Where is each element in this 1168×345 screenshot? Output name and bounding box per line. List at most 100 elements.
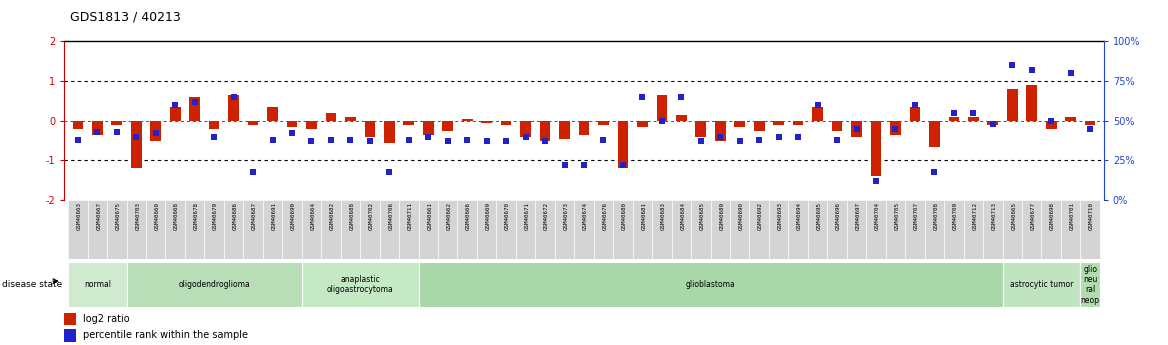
Bar — [983, 200, 1002, 259]
Text: GSM40690: GSM40690 — [738, 202, 744, 230]
Point — [127, 134, 146, 139]
Bar — [341, 200, 360, 259]
Text: GSM40693: GSM40693 — [778, 202, 783, 230]
Point — [496, 139, 515, 144]
Bar — [126, 200, 146, 259]
Text: GSM40692: GSM40692 — [758, 202, 763, 230]
Bar — [769, 200, 788, 259]
Text: GSM40678: GSM40678 — [194, 202, 199, 230]
Text: GSM40706: GSM40706 — [388, 202, 394, 230]
Point — [478, 139, 496, 144]
Bar — [735, 121, 745, 127]
Point — [107, 129, 126, 135]
Text: GSM40687: GSM40687 — [252, 202, 257, 230]
Bar — [301, 200, 321, 259]
Text: GSM40713: GSM40713 — [992, 202, 996, 230]
Bar — [618, 121, 628, 168]
Text: anaplastic
oligoastrocytoma: anaplastic oligoastrocytoma — [327, 275, 394, 294]
Text: GSM40710: GSM40710 — [1089, 202, 1094, 230]
FancyBboxPatch shape — [418, 262, 1002, 307]
Bar — [905, 200, 925, 259]
Bar — [925, 200, 944, 259]
Point — [303, 139, 321, 144]
Point — [633, 94, 652, 100]
Text: GSM40681: GSM40681 — [641, 202, 646, 230]
Text: GSM40685: GSM40685 — [700, 202, 704, 230]
Bar — [753, 121, 765, 131]
Text: GSM40675: GSM40675 — [116, 202, 120, 230]
Bar — [788, 200, 808, 259]
Text: GSM40708: GSM40708 — [933, 202, 938, 230]
Point — [653, 118, 672, 124]
Bar — [1007, 89, 1017, 121]
Text: GSM40702: GSM40702 — [369, 202, 374, 230]
Text: GSM40674: GSM40674 — [583, 202, 588, 230]
Bar — [418, 200, 438, 259]
Bar — [637, 121, 648, 127]
Text: GSM40694: GSM40694 — [797, 202, 802, 230]
Text: normal: normal — [84, 280, 111, 289]
Point — [555, 162, 573, 168]
Bar — [146, 200, 166, 259]
Point — [1042, 118, 1061, 124]
Point — [788, 134, 807, 139]
Bar — [151, 121, 161, 141]
Bar — [364, 121, 375, 137]
Bar — [656, 95, 667, 121]
Bar — [847, 200, 867, 259]
Text: GSM40661: GSM40661 — [427, 202, 432, 230]
Point — [808, 102, 827, 108]
Text: GSM40707: GSM40707 — [913, 202, 919, 230]
Bar — [461, 119, 473, 121]
Bar — [944, 200, 964, 259]
Text: GSM40679: GSM40679 — [213, 202, 218, 230]
Bar — [929, 121, 940, 147]
Bar — [1065, 117, 1076, 121]
Point — [186, 99, 204, 105]
Point — [88, 129, 106, 135]
Bar — [964, 200, 983, 259]
Point — [575, 162, 593, 168]
Bar — [885, 200, 905, 259]
Bar — [578, 121, 590, 135]
Point — [925, 169, 944, 174]
Text: GSM40691: GSM40691 — [271, 202, 277, 230]
Bar — [773, 121, 784, 125]
Point — [691, 139, 710, 144]
Text: GSM40712: GSM40712 — [972, 202, 978, 230]
Text: GSM40664: GSM40664 — [311, 202, 315, 230]
Text: GSM40698: GSM40698 — [1050, 202, 1055, 230]
Point — [204, 134, 223, 139]
Bar — [283, 200, 301, 259]
Point — [399, 137, 418, 142]
Point — [847, 126, 865, 131]
Text: GSM40699: GSM40699 — [291, 202, 296, 230]
Point — [672, 94, 690, 100]
Bar — [501, 121, 512, 125]
Bar — [1022, 200, 1042, 259]
Bar — [832, 121, 842, 131]
Text: GSM40703: GSM40703 — [135, 202, 140, 230]
Point — [341, 137, 360, 142]
Text: GDS1813 / 40213: GDS1813 / 40213 — [70, 10, 181, 23]
Bar — [1085, 121, 1096, 125]
Text: GSM40660: GSM40660 — [154, 202, 160, 230]
Bar — [730, 200, 750, 259]
Bar — [1061, 200, 1080, 259]
Bar — [540, 121, 550, 141]
FancyBboxPatch shape — [126, 262, 301, 307]
FancyBboxPatch shape — [1080, 262, 1100, 307]
Text: GSM40689: GSM40689 — [719, 202, 724, 230]
Bar — [559, 121, 570, 139]
Bar — [306, 121, 317, 129]
Bar — [613, 200, 633, 259]
Bar — [520, 121, 531, 137]
Text: GSM40683: GSM40683 — [661, 202, 666, 230]
Point — [1022, 67, 1041, 73]
Text: astrocytic tumor: astrocytic tumor — [1010, 280, 1073, 289]
Bar — [403, 121, 415, 125]
Text: GSM40709: GSM40709 — [953, 202, 958, 230]
Text: GSM40670: GSM40670 — [505, 202, 510, 230]
Bar — [286, 121, 298, 127]
Point — [361, 139, 380, 144]
